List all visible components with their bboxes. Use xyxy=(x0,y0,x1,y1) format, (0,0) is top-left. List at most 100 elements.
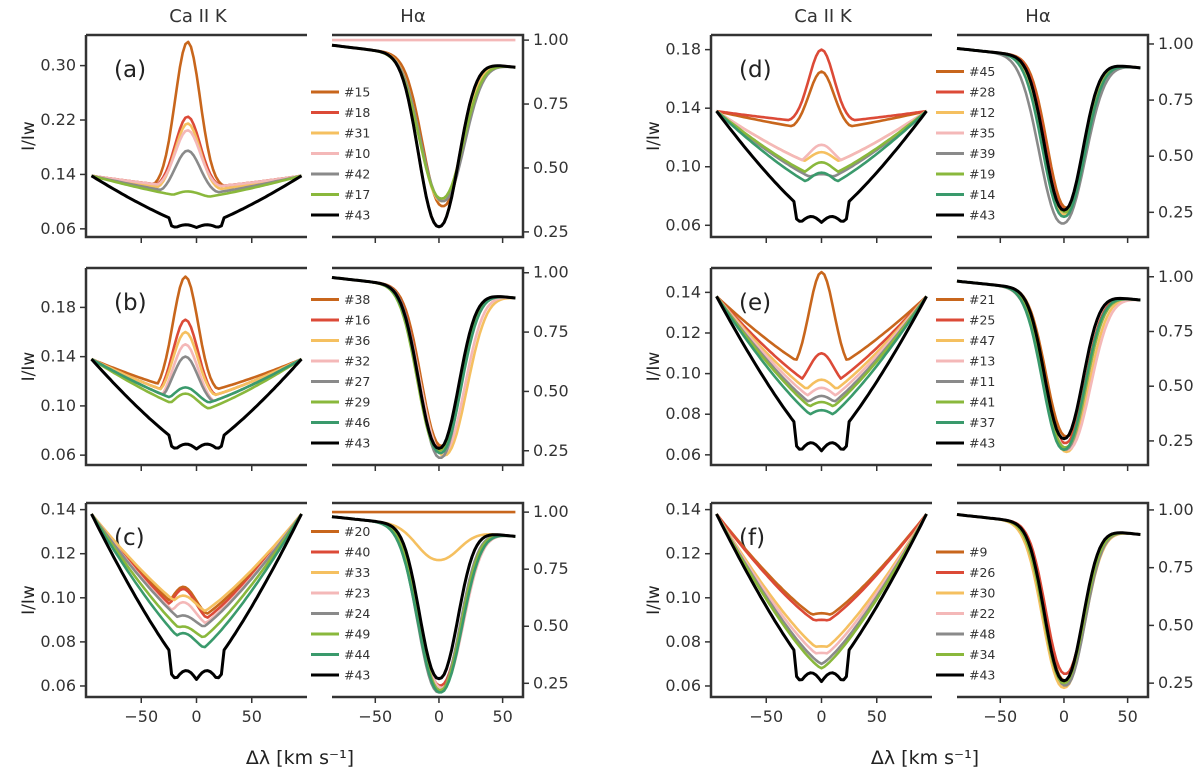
y-tick-label: 0.18 xyxy=(665,40,701,59)
caii-series-#43 xyxy=(715,110,928,224)
axes-frame xyxy=(84,266,307,467)
legend-label: #43 xyxy=(969,436,995,451)
legend-label: #43 xyxy=(969,208,995,223)
panel-d-ha: 0.25 0.50 0.75 1.00 xyxy=(956,33,1194,243)
legend-label: #35 xyxy=(969,126,995,141)
caii-series-#30 xyxy=(715,513,928,648)
x-tick-label: 50 xyxy=(242,707,262,726)
y-tick-label: 0.12 xyxy=(40,544,76,563)
legend-label: #26 xyxy=(969,565,995,580)
panel-f-caii: 0.060.080.100.120.14−50 0 50I/Iw(f) xyxy=(644,500,932,726)
x-tick-label: 50 xyxy=(867,707,887,726)
y-tick-label: 0.14 xyxy=(665,500,701,519)
caii-series-#22 xyxy=(715,513,928,655)
y-tick-label: 0.25 xyxy=(1158,202,1194,221)
y-axis-label: I/Iw xyxy=(19,585,39,615)
axes-frame xyxy=(957,33,1150,239)
legend-label: #15 xyxy=(344,85,370,100)
legend-e: #21 #25 #47 #13 #11 #41 #37 #43 xyxy=(936,292,995,451)
caii-series-#19 xyxy=(715,110,928,173)
panel-e-ha: 0.25 0.50 0.75 1.00 xyxy=(956,266,1194,471)
legend-label: #20 xyxy=(344,524,370,539)
caii-series-#33 xyxy=(90,513,303,613)
legend-label: #28 xyxy=(969,85,995,100)
y-tick-label: 0.25 xyxy=(1158,431,1194,450)
caii-series-#43 xyxy=(715,513,928,684)
y-tick-label: 0.06 xyxy=(665,215,701,234)
legend-label: #49 xyxy=(344,627,370,642)
legend-label: #47 xyxy=(969,333,995,348)
y-tick-label: 0.08 xyxy=(40,632,76,651)
y-tick-label: 0.10 xyxy=(665,157,701,176)
y-tick-label: 0.25 xyxy=(533,673,569,692)
x-axis-label-left: Δλ [km s⁻¹] xyxy=(246,747,354,769)
caii-series-#35 xyxy=(715,110,928,162)
caii-series-#26 xyxy=(715,513,928,622)
legend-label: #40 xyxy=(344,545,370,560)
y-tick-label: 0.50 xyxy=(533,616,569,635)
legend-label: #42 xyxy=(344,167,370,182)
legend-label: #22 xyxy=(969,606,995,621)
caii-series-#43 xyxy=(90,513,303,681)
caii-series-#37 xyxy=(715,295,928,416)
y-tick-label: 0.12 xyxy=(665,323,701,342)
y-tick-label: 1.00 xyxy=(1158,34,1194,53)
legend-label: #30 xyxy=(969,586,995,601)
panel-c-ha: 0.25 0.50 0.75 1.00 −50 0 50 xyxy=(331,501,569,726)
legend-label: #31 xyxy=(344,126,370,141)
legend-c: #20 #40 #33 #23 #24 #49 #44 #43 xyxy=(311,524,370,683)
legend-label: #43 xyxy=(344,208,370,223)
y-tick-label: 0.75 xyxy=(533,94,569,113)
legend-label: #13 xyxy=(969,354,995,369)
y-tick-label: 1.00 xyxy=(1158,267,1194,286)
panel-a-caii: 0.06 0.14 0.22 0.30 I/Iw (a) xyxy=(19,33,307,243)
legend-label: #39 xyxy=(969,146,995,161)
axes-frame xyxy=(957,501,1150,699)
panel-c-caii: 0.060.080.100.120.14−50 0 50I/Iw(c) xyxy=(19,500,307,726)
y-tick-label: 0.06 xyxy=(40,676,76,695)
caii-series-#47 xyxy=(715,295,928,390)
caii-series-#13 xyxy=(715,295,928,397)
legend-label: #9 xyxy=(969,545,987,560)
ha-series-#43 xyxy=(331,276,516,450)
x-tick-label: −50 xyxy=(124,707,158,726)
y-tick-label: 0.30 xyxy=(40,56,76,75)
x-tick-label: 0 xyxy=(434,707,444,726)
caii-series-#43 xyxy=(715,295,928,453)
x-tick-label: 0 xyxy=(1059,707,1069,726)
legend-label: #19 xyxy=(969,167,995,182)
legend-label: #10 xyxy=(344,146,370,161)
y-tick-label: 0.50 xyxy=(1158,376,1194,395)
caii-series-#24 xyxy=(90,513,303,628)
panel-f-ha: 0.25 0.50 0.75 1.00 −50 0 50 xyxy=(956,500,1194,726)
legend-label: #11 xyxy=(969,374,995,389)
y-tick-label: 0.08 xyxy=(665,632,701,651)
caii-series-#43 xyxy=(90,358,303,451)
ha-series-#43 xyxy=(956,47,1141,212)
axes-frame xyxy=(957,266,1150,467)
panel-label: (a) xyxy=(114,57,146,83)
y-tick-label: 1.00 xyxy=(533,263,569,282)
y-tick-label: 0.08 xyxy=(665,404,701,423)
ha-series-#44 xyxy=(331,515,516,694)
x-tick-label: −50 xyxy=(749,707,783,726)
panels: 0.06 0.14 0.22 0.30 I/Iw (a) 0.25 0.50 0.75 1.00 #… xyxy=(19,30,1194,726)
legend-label: #18 xyxy=(344,105,370,120)
y-tick-label: 0.12 xyxy=(665,544,701,563)
y-tick-label: 1.00 xyxy=(1158,500,1194,519)
panel-b-ha: 0.25 0.50 0.75 1.00 xyxy=(331,263,569,471)
y-tick-label: 0.50 xyxy=(1158,615,1194,634)
caii-series-#36 xyxy=(90,330,303,397)
ha-series-#43 xyxy=(331,43,516,229)
legend-label: #16 xyxy=(344,313,370,328)
y-tick-label: 0.25 xyxy=(533,441,569,460)
title-ha-left: Hα xyxy=(400,6,425,27)
axes-frame xyxy=(332,501,525,699)
y-axis-label: I/Iw xyxy=(19,121,39,151)
legend-label: #29 xyxy=(344,395,370,410)
y-tick-label: 0.14 xyxy=(40,500,76,519)
caii-series-#29 xyxy=(90,357,303,410)
axes-frame xyxy=(709,501,932,699)
legend-label: #36 xyxy=(344,333,370,348)
y-tick-label: 0.10 xyxy=(665,364,701,383)
